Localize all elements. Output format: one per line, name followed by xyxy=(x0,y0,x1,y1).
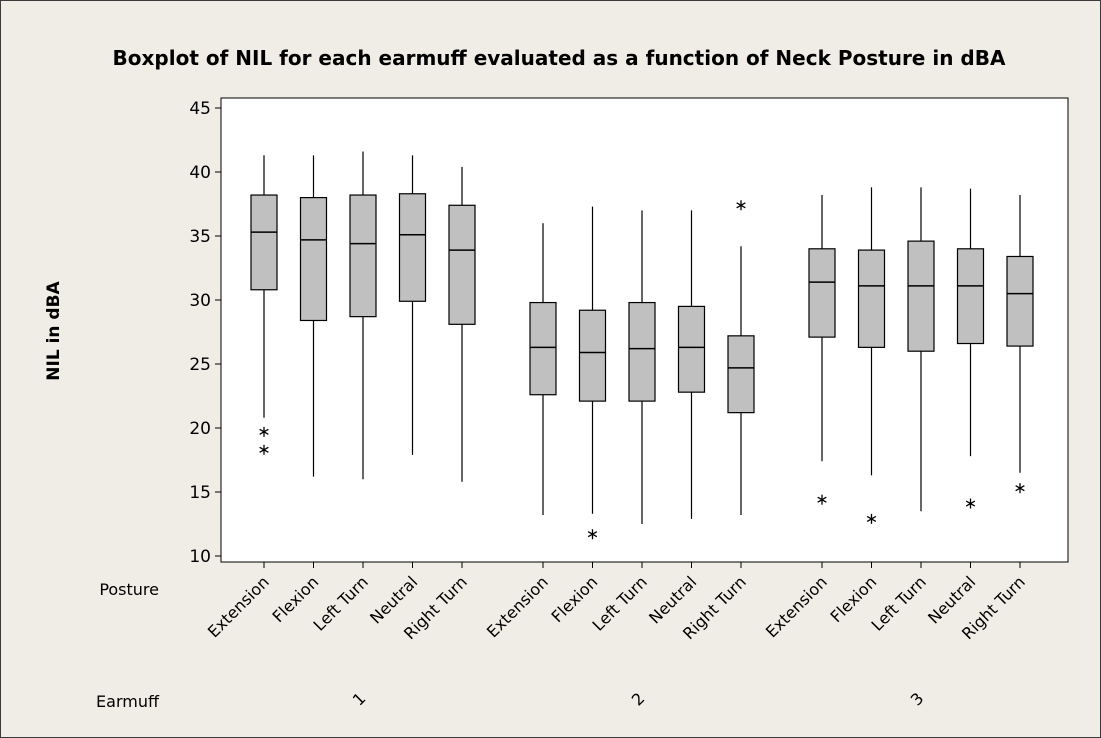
y-axis-label: NIL in dBA xyxy=(44,280,64,380)
outlier-stroke xyxy=(587,531,598,538)
outlier-stroke xyxy=(259,446,269,453)
box-2-right-turn xyxy=(727,200,755,516)
box-3-neutral xyxy=(956,188,985,509)
outlier-stroke xyxy=(1015,485,1025,492)
outlier-point xyxy=(259,426,269,437)
outlier-point xyxy=(736,200,746,211)
box-2-extension xyxy=(529,223,557,516)
iqr-box xyxy=(1006,255,1034,347)
earmuff-group-label: 1 xyxy=(349,689,370,710)
box-1-flexion xyxy=(299,155,328,477)
chart-title: Boxplot of NIL for each earmuff evaluate… xyxy=(113,46,1006,70)
box-2-left-turn xyxy=(628,210,656,524)
iqr-box xyxy=(250,194,278,291)
iqr-box xyxy=(349,194,377,318)
x-category-label: Left Turn xyxy=(310,572,372,634)
x-category-label: Left Turn xyxy=(589,572,651,634)
box-1-extension xyxy=(250,155,278,455)
x-category-label: Extension xyxy=(762,572,831,641)
outlier-point xyxy=(965,498,976,509)
y-tick-label: 10 xyxy=(189,547,211,567)
earmuff-group-label: 2 xyxy=(628,689,649,710)
outlier-stroke xyxy=(866,515,877,522)
box-3-left-turn xyxy=(907,187,935,512)
box-1-left-turn xyxy=(349,151,377,480)
box-2-flexion xyxy=(578,206,607,540)
iqr-box xyxy=(808,248,836,338)
row-label-posture: Posture xyxy=(99,580,159,599)
iqr-box xyxy=(907,240,935,352)
iqr-box xyxy=(956,248,985,345)
earmuff-group-label: 3 xyxy=(907,689,928,710)
outlier-point xyxy=(587,529,598,540)
outlier-stroke xyxy=(965,500,976,507)
iqr-box xyxy=(857,249,886,348)
x-category-label: Left Turn xyxy=(868,572,930,634)
outlier-stroke xyxy=(817,496,827,503)
iqr-box xyxy=(628,301,656,402)
box-2-neutral xyxy=(677,210,706,519)
iqr-box xyxy=(448,204,476,325)
outlier-point xyxy=(817,494,827,505)
boxes-layer xyxy=(250,151,1034,540)
outlier-point xyxy=(1015,483,1025,494)
y-tick-label: 20 xyxy=(189,419,211,439)
outlier-stroke xyxy=(736,202,746,209)
y-tick-label: 45 xyxy=(189,99,211,119)
box-1-neutral xyxy=(398,155,427,455)
iqr-box xyxy=(727,335,755,414)
outlier-point xyxy=(259,444,269,455)
x-category-label: Extension xyxy=(204,572,273,641)
row-label-earmuff: Earmuff xyxy=(96,692,160,711)
y-tick-label: 30 xyxy=(189,291,211,311)
iqr-box xyxy=(299,197,328,322)
box-3-flexion xyxy=(857,187,886,524)
box-3-right-turn xyxy=(1006,195,1034,494)
iqr-box xyxy=(529,301,557,396)
outlier-stroke xyxy=(259,428,269,435)
y-tick-label: 15 xyxy=(189,483,211,503)
y-tick-label: 35 xyxy=(189,227,211,247)
iqr-box xyxy=(677,305,706,393)
y-tick-label: 25 xyxy=(189,355,211,375)
box-3-extension xyxy=(808,195,836,505)
iqr-box xyxy=(398,193,427,302)
box-1-right-turn xyxy=(448,166,476,482)
iqr-box xyxy=(578,309,607,402)
x-category-label: Extension xyxy=(483,572,552,641)
y-tick-label: 40 xyxy=(189,163,211,183)
outlier-point xyxy=(866,513,877,524)
y-axis: 10 15 20 25 30 35 40 45 xyxy=(189,99,221,567)
